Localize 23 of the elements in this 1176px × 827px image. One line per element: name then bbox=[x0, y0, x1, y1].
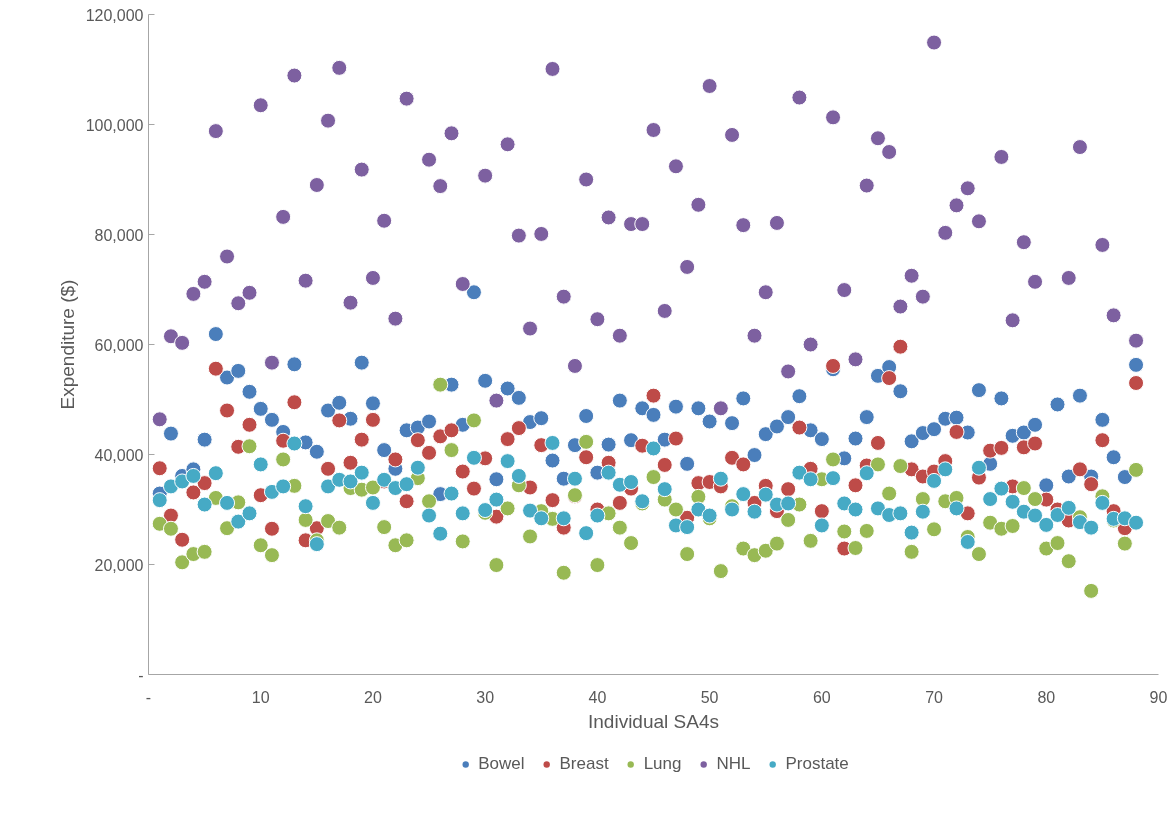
y-tick-label: 20,000 bbox=[94, 556, 144, 574]
x-tick-label: 70 bbox=[925, 688, 944, 706]
legend-label: Breast bbox=[559, 754, 609, 774]
x-tick-label: 10 bbox=[251, 688, 270, 706]
y-tick-label: 60,000 bbox=[94, 336, 144, 354]
x-tick-label: 60 bbox=[812, 688, 831, 706]
y-tick-label: 40,000 bbox=[94, 446, 144, 464]
y-tick-label: 80,000 bbox=[94, 226, 144, 244]
x-tick-label: 20 bbox=[364, 688, 382, 706]
legend-label: Bowel bbox=[478, 754, 525, 774]
x-tick-label: 40 bbox=[588, 688, 607, 706]
y-tick-label: 120,000 bbox=[85, 6, 144, 24]
y-tick-label: - bbox=[138, 666, 144, 684]
x-tick-label: 50 bbox=[700, 688, 719, 706]
x-tick-label: 90 bbox=[1149, 688, 1168, 706]
legend-label: NHL bbox=[716, 754, 751, 774]
x-tick-label: 30 bbox=[476, 688, 495, 706]
legend-label: Lung bbox=[643, 754, 682, 774]
y-tick-label: 100,000 bbox=[85, 116, 144, 134]
x-axis-title: Individual SA4s bbox=[588, 710, 719, 732]
legend-label: Prostate bbox=[785, 754, 849, 774]
x-tick-label: 80 bbox=[1037, 688, 1056, 706]
y-axis-title: Expenditure ($) bbox=[56, 279, 78, 410]
